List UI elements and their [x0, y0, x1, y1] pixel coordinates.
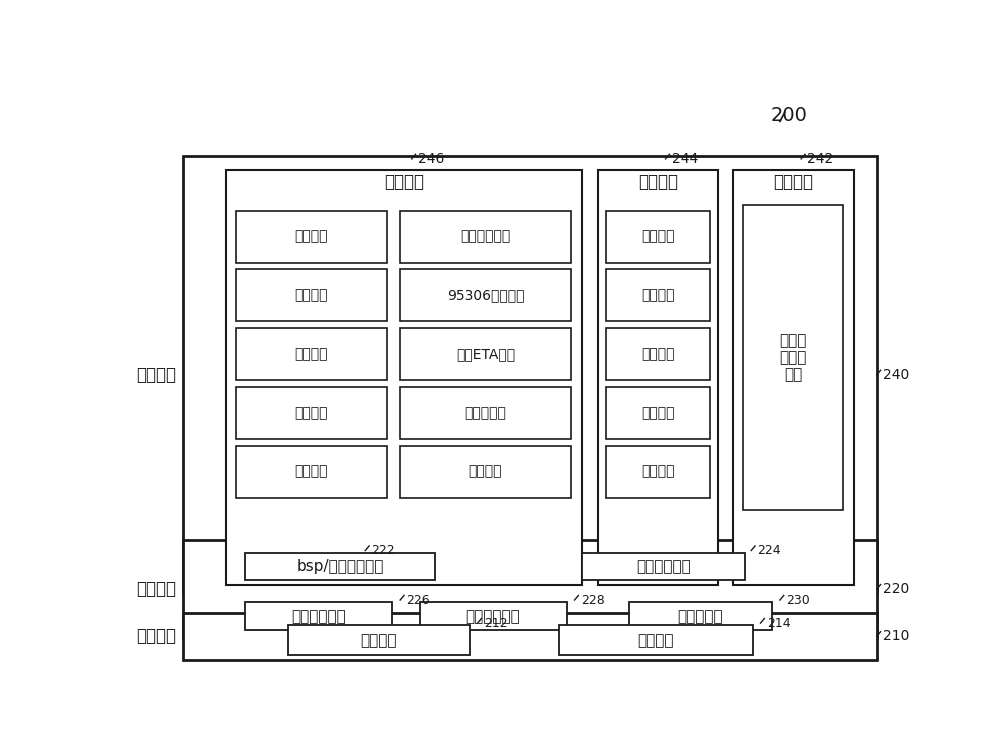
- Text: 数据存储: 数据存储: [361, 633, 397, 648]
- Text: 多渠道监控: 多渠道监控: [678, 609, 723, 624]
- Text: 基础信息维护: 基础信息维护: [291, 609, 346, 624]
- Bar: [400, 387, 571, 439]
- Text: 224: 224: [757, 544, 781, 557]
- Text: 推送服务: 推送服务: [638, 173, 678, 191]
- Bar: [183, 156, 877, 594]
- Text: 200: 200: [771, 106, 808, 125]
- Text: 244: 244: [672, 152, 698, 166]
- Bar: [400, 211, 571, 263]
- Text: 铁路原
始货运
信息: 铁路原 始货运 信息: [779, 333, 807, 382]
- Bar: [236, 328, 387, 380]
- Bar: [288, 625, 470, 655]
- Text: 228: 228: [581, 594, 604, 607]
- Bar: [582, 553, 745, 580]
- Bar: [226, 171, 582, 585]
- Bar: [400, 269, 571, 322]
- Text: 210: 210: [883, 629, 909, 643]
- Text: 装卸查询: 装卸查询: [295, 406, 328, 420]
- Text: 提单信息: 提单信息: [641, 465, 675, 479]
- Bar: [733, 171, 854, 585]
- Text: 212: 212: [484, 616, 507, 630]
- Bar: [183, 613, 877, 660]
- Text: 订单信息: 订单信息: [641, 406, 675, 420]
- Bar: [236, 211, 387, 263]
- Bar: [606, 387, 710, 439]
- Bar: [400, 446, 571, 497]
- Bar: [606, 269, 710, 322]
- Bar: [236, 387, 387, 439]
- Text: 应用服务: 应用服务: [136, 366, 176, 384]
- Text: 数据采集: 数据采集: [773, 173, 813, 191]
- Bar: [629, 602, 772, 630]
- Text: 用户行为日志: 用户行为日志: [466, 609, 520, 624]
- Text: 动态ETA提醒: 动态ETA提醒: [456, 347, 515, 361]
- Text: 242: 242: [807, 152, 834, 166]
- Text: 装卸报告: 装卸报告: [641, 289, 675, 302]
- Text: 业务系统: 业务系统: [384, 173, 424, 191]
- Text: 供应商录入: 供应商录入: [464, 406, 506, 420]
- Bar: [598, 171, 718, 585]
- Text: 铁运发车计划: 铁运发车计划: [460, 230, 511, 244]
- Bar: [559, 625, 753, 655]
- Bar: [606, 211, 710, 263]
- Bar: [183, 540, 877, 638]
- Bar: [400, 328, 571, 380]
- Text: 地图展示: 地图展示: [295, 347, 328, 361]
- Text: 在途查询: 在途查询: [295, 289, 328, 302]
- Bar: [236, 269, 387, 322]
- Text: 220: 220: [883, 582, 909, 596]
- Bar: [236, 446, 387, 497]
- Text: bsp/独立会员管理: bsp/独立会员管理: [296, 560, 384, 574]
- Text: 214: 214: [767, 616, 790, 630]
- Text: 公共服务: 公共服务: [136, 580, 176, 598]
- Text: 222: 222: [371, 544, 395, 557]
- Text: 基础服务: 基础服务: [136, 628, 176, 646]
- Bar: [245, 602, 392, 630]
- Text: 统计报表: 统计报表: [469, 465, 502, 479]
- Text: 240: 240: [883, 368, 909, 382]
- Text: 226: 226: [406, 594, 430, 607]
- Text: 在途信息: 在途信息: [641, 230, 675, 244]
- Text: 用户权限管理: 用户权限管理: [636, 560, 691, 574]
- Bar: [743, 205, 843, 510]
- Text: 运单查询: 运单查询: [295, 230, 328, 244]
- Text: 订单匹配: 订单匹配: [295, 465, 328, 479]
- Bar: [245, 553, 435, 580]
- Bar: [606, 446, 710, 497]
- Text: 运单信息: 运单信息: [641, 347, 675, 361]
- Text: 230: 230: [786, 594, 810, 607]
- Text: 文件存储: 文件存储: [638, 633, 674, 648]
- Text: 246: 246: [418, 152, 444, 166]
- Bar: [606, 328, 710, 380]
- Bar: [420, 602, 567, 630]
- Text: 95306智能请车: 95306智能请车: [447, 289, 524, 302]
